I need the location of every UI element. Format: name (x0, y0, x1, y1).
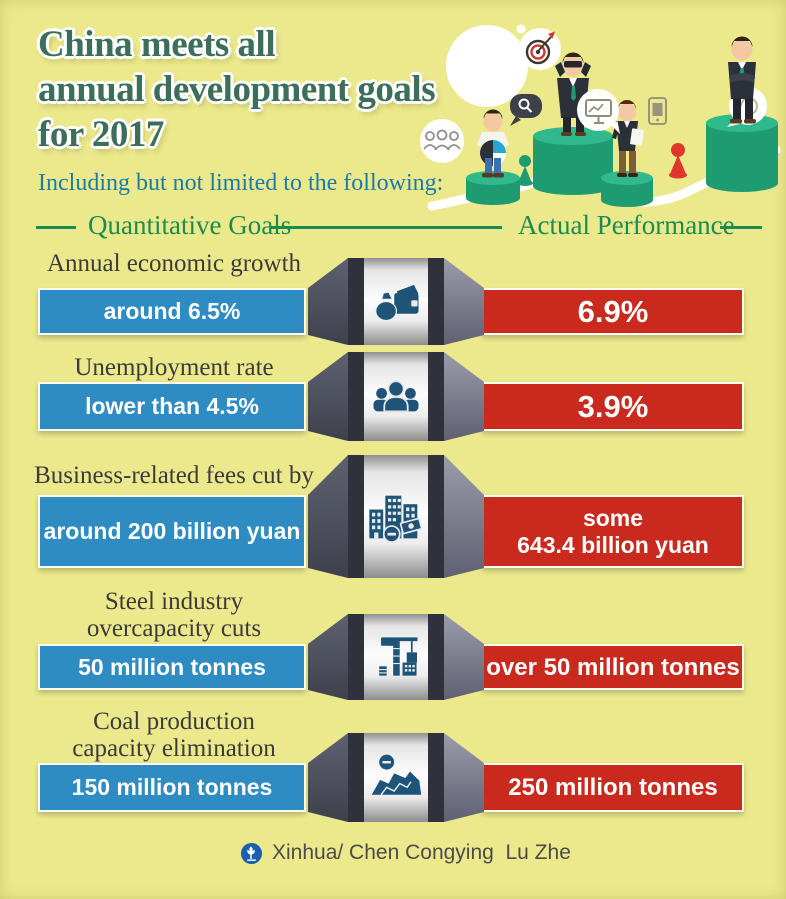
credit-line: Xinhua/ Chen Congying Lu Zhe (240, 841, 571, 865)
goal-label-line: capacity elimination (72, 735, 276, 762)
goal-label-line: overcapacity cuts (86, 615, 262, 642)
ribbon-fold-right (444, 614, 484, 700)
goal-value: 150 million tonnes (71, 774, 273, 800)
goal-bar: around 6.5% (38, 288, 306, 335)
tower-crane-icon (364, 614, 428, 700)
illustration-businessmen-podiums (420, 24, 781, 211)
ribbon-edge-left (348, 455, 364, 578)
goal-label: Unemployment rate (28, 354, 320, 381)
goal-bar: 150 million tonnes (38, 763, 306, 812)
header-dash-middle (270, 226, 502, 229)
performance-bar: 3.9% (482, 382, 744, 431)
goal-bar: lower than 4.5% (38, 382, 306, 431)
title-line-3: for 2017 (38, 114, 164, 155)
podium-4 (706, 114, 778, 192)
title-line-1: China meets all (38, 24, 276, 65)
ribbon-edge-left (348, 352, 364, 441)
podium-2 (533, 127, 613, 195)
goal-label-line: Unemployment rate (74, 354, 274, 381)
performance-bar: 250 million tonnes (482, 763, 744, 812)
target-icon (519, 28, 561, 70)
coal-pile-minus-icon (364, 733, 428, 822)
ribbon-edge-left (348, 614, 364, 700)
performance-value: 6.9% (577, 294, 649, 329)
goal-value: lower than 4.5% (85, 393, 259, 419)
performance-value: 643.4 billion yuan (517, 531, 709, 558)
speech-bubble-large (446, 25, 528, 107)
people-group-icon (364, 352, 428, 441)
people-outline-icon (420, 119, 464, 163)
credit-text: Xinhua/ Chen Congying Lu Zhe (272, 841, 571, 864)
xinhua-logo (240, 842, 263, 864)
ribbon-edge-left (348, 258, 364, 345)
title-line-2: annual development goals (38, 69, 436, 110)
tablet-icon (648, 97, 667, 125)
ribbon-edge-left (348, 733, 364, 822)
monitor-icon (577, 89, 620, 134)
goal-label-line: Coal production (93, 708, 255, 735)
goal-value: around 6.5% (103, 298, 241, 324)
bubble-dot (516, 24, 526, 34)
column-header-performance: Actual Performance (518, 210, 735, 240)
performance-bar: over 50 million tonnes (482, 644, 744, 690)
header-dash-left (36, 226, 76, 229)
buildings-fee-cut-icon (364, 455, 428, 578)
performance-value: over 50 million tonnes (486, 653, 740, 681)
money-bag-wallet-icon (364, 258, 428, 345)
goal-bar: around 200 billion yuan (38, 495, 306, 568)
goal-value: 50 million tonnes (78, 653, 266, 680)
ribbon-edge-right (428, 733, 444, 822)
businessman-arms-crossed-figure (728, 36, 756, 124)
performance-bar: 6.9% (482, 288, 744, 335)
ribbon-edge-right (428, 455, 444, 578)
column-header-goals: Quantitative Goals (88, 210, 292, 240)
ribbon-fold-right (444, 733, 484, 822)
page-title: China meets all annual development goals… (38, 22, 436, 157)
man-pie-chart-figure (477, 109, 509, 178)
ribbon-edge-right (428, 614, 444, 700)
performance-value: 3.9% (577, 389, 649, 424)
performance-value: some (582, 504, 644, 531)
goal-label: Annual economic growth (28, 250, 320, 277)
podium-3 (601, 171, 653, 207)
ribbon-fold-right (444, 455, 484, 578)
performance-value: 250 million tonnes (508, 774, 718, 801)
ribbon-fold-right (444, 258, 484, 345)
goal-bar: 50 million tonnes (38, 644, 306, 690)
ribbon-fold-right (444, 352, 484, 441)
goal-label: Coal production capacity elimination (28, 708, 320, 762)
pawn-red (669, 143, 687, 179)
businessman-document-figure (612, 100, 644, 177)
goal-label-line: Steel industry (104, 588, 244, 615)
subtitle: Including but not limited to the followi… (38, 170, 444, 196)
goal-label: Business-related fees cut by (28, 462, 320, 489)
magnifier-bubble-icon (510, 94, 542, 126)
podium-1 (466, 171, 520, 205)
goal-label: Steel industry overcapacity cuts (28, 588, 320, 642)
pawn-green (517, 155, 533, 186)
goal-label-line: Annual economic growth (46, 250, 302, 277)
goal-label-line: Business-related fees cut by (34, 462, 314, 489)
performance-bar: some 643.4 billion yuan (482, 495, 744, 568)
ribbon-edge-right (428, 258, 444, 345)
header-dash-right (720, 226, 762, 229)
goal-value: around 200 billion yuan (43, 518, 301, 544)
businessman-binoculars-figure (555, 52, 591, 136)
ribbon-edge-right (428, 352, 444, 441)
